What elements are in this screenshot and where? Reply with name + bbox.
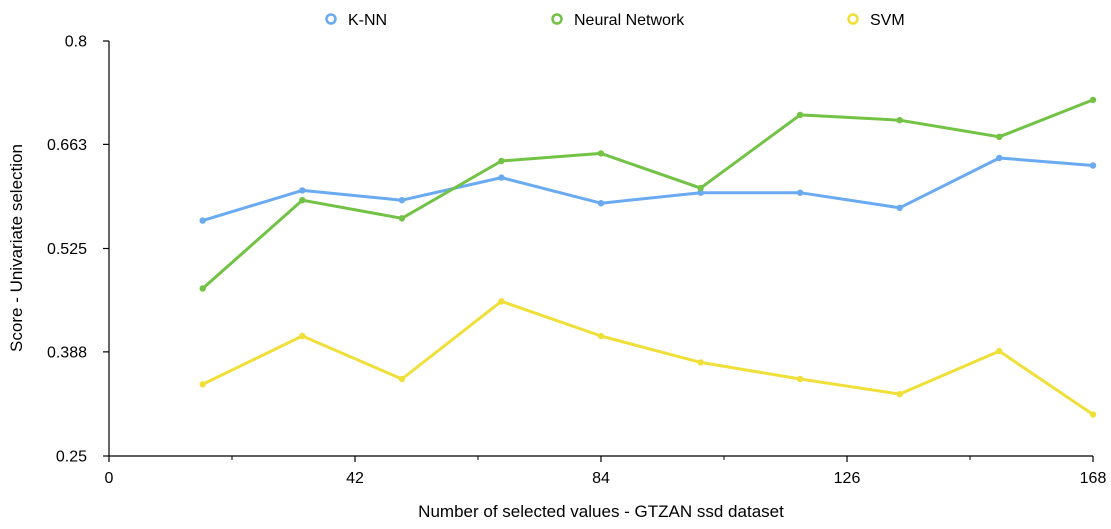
legend-item-knn: K-NN [325,12,387,29]
legend: K-NN Neural Network SVM [325,12,905,29]
series-2-point-2 [398,375,406,383]
series-2-point-4 [597,332,605,340]
series-1-point-8 [996,133,1003,140]
legend-label-knn: K-NN [348,12,387,29]
series-0-point-3 [498,174,505,181]
series-line-1 [201,98,1094,290]
x-ticks: 0 42 84 126 168 [105,456,1107,487]
y-tick-label-0: 0.25 [56,449,87,466]
series-1-point-1 [299,197,306,204]
legend-marker-svm [847,13,859,25]
series-1-point-9 [1089,96,1097,104]
y-tick-label-4: 0.8 [65,34,87,51]
series-0-point-8 [996,154,1003,162]
series-0-point-5 [697,189,704,196]
series-2-point-6 [796,375,804,383]
x-tick-label-1: 42 [346,470,364,487]
series-0-point-9 [1089,162,1097,169]
series-1-point-6 [796,111,804,119]
series-2-point-9 [1089,411,1097,418]
series-0-point-1 [299,187,306,194]
y-tick-label-1: 0.388 [47,344,87,361]
series-line-2 [202,299,1094,416]
series-0-point-7 [896,204,903,211]
x-tick-label-4: 168 [1080,470,1107,487]
axes [108,41,1093,457]
series-2-point-0 [199,381,206,388]
series-1-point-5 [697,184,704,192]
series-1-point-4 [597,150,605,157]
legend-marker-knn [325,13,337,25]
series-line-0 [202,156,1094,223]
x-tick-label-0: 0 [105,470,114,487]
series-1-point-7 [896,117,903,124]
y-ticks: 0.25 0.388 0.525 0.663 0.8 [47,34,109,466]
series-0-point-6 [796,189,804,196]
series-1-point-2 [398,215,406,222]
y-axis-title: Score - Univariate selection [7,144,26,352]
x-tick-label-2: 84 [592,470,610,487]
series-2-point-3 [498,298,505,305]
x-axis-title: Number of selected values - GTZAN ssd da… [418,502,784,521]
series-2-point-8 [996,347,1003,355]
series-2-point-5 [697,359,704,366]
y-tick-label-2: 0.525 [47,241,87,258]
legend-label-svm: SVM [870,12,905,29]
series-0-point-2 [398,197,406,204]
series-0-point-0 [199,217,206,224]
series-1-point-3 [498,157,505,165]
x-tick-label-3: 126 [834,470,861,487]
series-1-point-0 [199,285,206,292]
legend-marker-neural-network [551,13,563,25]
series-2-point-1 [299,332,306,340]
y-tick-label-3: 0.663 [47,137,87,154]
series-2-point-7 [896,390,903,398]
series-0-point-4 [597,200,605,207]
legend-label-neural-network: Neural Network [574,12,685,29]
legend-item-svm: SVM [847,12,905,29]
legend-item-neural-network: Neural Network [551,12,685,29]
series-layer [199,96,1097,418]
